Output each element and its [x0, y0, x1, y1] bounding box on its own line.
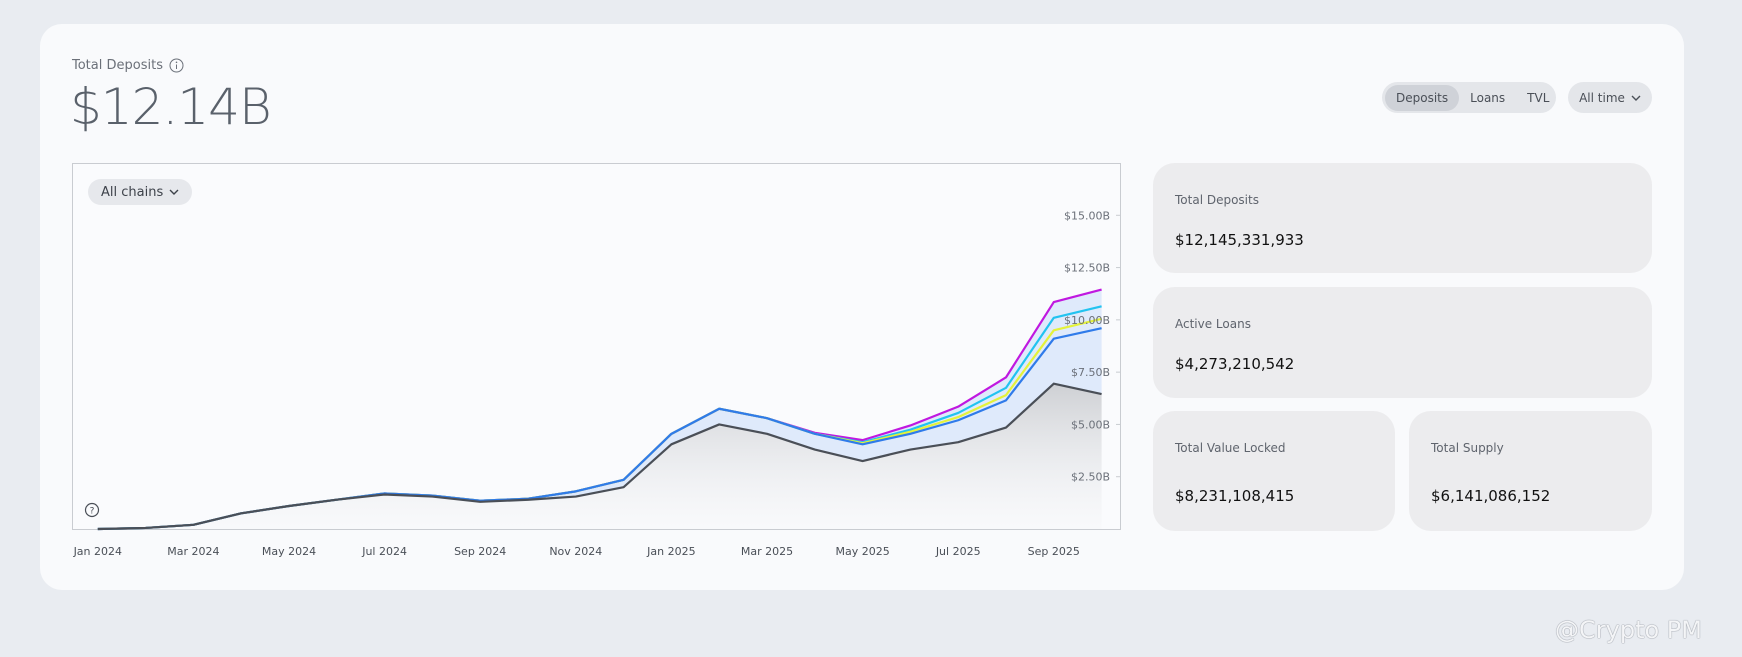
- x-tick-label: May 2025: [835, 545, 889, 558]
- chain-select[interactable]: All chains: [88, 179, 193, 205]
- x-tick-label: May 2024: [262, 545, 316, 558]
- stat-card: Total Deposits $12,145,331,933: [1153, 163, 1652, 273]
- stat-value: $4,273,210,542: [1175, 355, 1295, 373]
- y-tick-label: $10.00B: [1064, 314, 1110, 327]
- y-tick-label: $12.50B: [1064, 262, 1110, 275]
- help-icon-glyph: ?: [90, 507, 95, 517]
- tab-group: Deposits Loans TVL: [1382, 82, 1556, 113]
- x-tick-label: Sep 2024: [454, 545, 506, 558]
- help-icon[interactable]: [84, 502, 100, 518]
- stat-label: Active Loans: [1175, 317, 1251, 331]
- x-tick-label: Jul 2025: [935, 545, 981, 558]
- area-fill: [97, 383, 1102, 529]
- tab[interactable]: Loans: [1470, 90, 1506, 105]
- chain-label: All chains: [101, 184, 164, 200]
- x-tick-label: Jan 2025: [646, 545, 695, 558]
- y-tick-label: $5.00B: [1071, 418, 1110, 431]
- stat-label: Total Supply: [1431, 441, 1504, 455]
- range-select[interactable]: All time: [1568, 82, 1652, 113]
- y-tick-label: $7.50B: [1071, 366, 1110, 379]
- chevron: [1631, 95, 1641, 101]
- stat-value: $12,145,331,933: [1175, 231, 1304, 249]
- x-tick-label: Jan 2024: [73, 545, 122, 558]
- header: Total Deposits: [72, 58, 184, 73]
- plot: [97, 214, 1120, 531]
- x-tick-label: Mar 2025: [741, 545, 793, 558]
- watermark: @Crypto PM: [1555, 616, 1702, 644]
- header-title: Total Deposits: [72, 58, 163, 73]
- tab[interactable]: TVL: [1527, 90, 1550, 105]
- tab[interactable]: Deposits: [1385, 84, 1460, 111]
- x-tick-label: Jul 2024: [361, 545, 407, 558]
- header-value: $12.14B: [70, 78, 272, 136]
- x-tick-label: Sep 2025: [1028, 545, 1080, 558]
- stat-label: Total Deposits: [1175, 193, 1259, 207]
- series-line: [97, 382, 1102, 531]
- y-tick-label: $2.50B: [1071, 471, 1110, 484]
- range-label: All time: [1579, 90, 1625, 105]
- stat-card: Total Supply $6,141,086,152: [1409, 411, 1652, 531]
- x-tick-label: Mar 2024: [167, 545, 219, 558]
- x-tick-label: Nov 2024: [549, 545, 602, 558]
- y-tick-label: $15.00B: [1064, 209, 1110, 222]
- chevron: [169, 189, 179, 195]
- info-icon[interactable]: [169, 58, 184, 73]
- stat-card: Total Value Locked $8,231,108,415: [1153, 411, 1395, 531]
- stat-label: Total Value Locked: [1175, 441, 1286, 455]
- area-fill: [97, 328, 1102, 529]
- stat-value: $8,231,108,415: [1175, 487, 1295, 505]
- stat-card: Active Loans $4,273,210,542: [1153, 287, 1652, 398]
- stat-value: $6,141,086,152: [1431, 487, 1551, 505]
